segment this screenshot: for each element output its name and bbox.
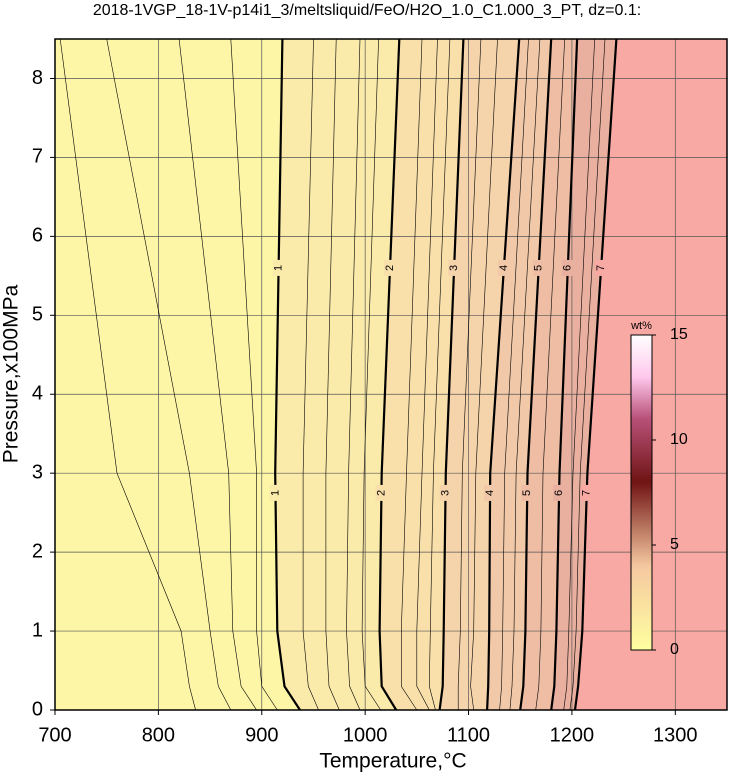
plot-frame [54, 38, 728, 711]
contour-label-bg [532, 259, 545, 276]
x-tick-label: 700 [38, 724, 71, 746]
y-tick-label: 1 [32, 619, 43, 641]
contour-label-bg [484, 484, 497, 501]
minor-contour [563, 38, 595, 711]
minor-contour [535, 38, 565, 711]
contour-label-bg [561, 259, 574, 276]
minor-contour [346, 38, 361, 711]
minor-contour [509, 38, 541, 711]
contour-label-bg [553, 484, 566, 501]
contour-label-bg [439, 484, 452, 501]
contour-label-bg [272, 259, 285, 276]
contour-label-bg [497, 259, 510, 276]
colorbar-tick-label: 15 [670, 326, 688, 343]
major-contour [274, 38, 301, 711]
major-contour [573, 38, 618, 711]
major-contour [378, 38, 401, 711]
minor-contour [416, 38, 438, 711]
major-contour [438, 38, 465, 711]
contour-label-bg [580, 484, 593, 501]
contour-label: 3 [439, 490, 451, 496]
contour-label-bg [521, 484, 534, 501]
y-axis-label: Pressure,x100MPa [0, 284, 23, 463]
minor-contour [499, 38, 529, 711]
x-tick-label: 1100 [447, 724, 490, 746]
contour-label: 4 [498, 265, 510, 271]
major-contour [519, 38, 553, 711]
colorbar [630, 334, 653, 651]
contour-band [551, 39, 617, 710]
y-tick-label: 0 [32, 698, 43, 720]
major-contour [486, 38, 521, 711]
contour-band [487, 39, 552, 710]
major-contour [550, 38, 579, 711]
contour-label-bg [375, 484, 388, 501]
contour-label: 2 [375, 490, 387, 496]
x-tick-label: 1300 [653, 724, 698, 746]
minor-contour [106, 38, 232, 711]
contour-label-bg [595, 259, 608, 276]
minor-contour [325, 38, 340, 711]
colorbar-label: wt% [630, 320, 652, 332]
y-tick-label: 7 [32, 146, 43, 168]
minor-contour [361, 38, 381, 711]
minor-contour [230, 38, 278, 711]
chart-title: 2018-1VGP_18-1V-p14i1_3/meltsliquid/FeO/… [93, 2, 641, 19]
contour-label: 1 [273, 265, 285, 271]
x-axis-label: Temperature,°C [319, 750, 466, 773]
contour-label: 6 [553, 490, 565, 496]
colorbar-tick-label: 0 [670, 641, 679, 658]
contour-label: 6 [562, 265, 574, 271]
contour-band [379, 39, 464, 710]
minor-contour [302, 38, 319, 711]
contour-label: 4 [484, 490, 496, 496]
contour-label-bg [384, 259, 397, 276]
contour-label-bg [448, 259, 461, 276]
minor-contour [428, 38, 451, 711]
contour-label: 1 [269, 490, 281, 496]
contour-label-bg [269, 484, 282, 501]
colorbar-tick-label: 5 [670, 536, 679, 553]
contour-label: 7 [581, 490, 593, 496]
y-tick-label: 6 [32, 225, 43, 247]
colorbar-tick-label: 10 [670, 431, 688, 448]
minor-contour [400, 38, 423, 711]
y-tick-label: 8 [32, 67, 43, 89]
contour-label: 2 [384, 265, 396, 271]
y-tick-label: 2 [32, 540, 43, 562]
contour-label: 7 [595, 265, 607, 271]
y-tick-label: 3 [32, 461, 43, 483]
minor-contour [569, 38, 606, 711]
x-tick-label: 1200 [550, 724, 595, 746]
minor-contour [178, 38, 257, 711]
contour-label: 3 [448, 265, 460, 271]
minor-contour [470, 38, 498, 711]
minor-contour [59, 38, 196, 711]
contour-label: 5 [521, 490, 533, 496]
contour-label: 5 [533, 265, 545, 271]
y-tick-label: 5 [32, 304, 43, 326]
x-tick-label: 800 [142, 724, 175, 746]
x-tick-label: 900 [245, 724, 278, 746]
contour-band [55, 39, 300, 710]
contour-band [520, 39, 578, 710]
y-tick-label: 4 [32, 383, 43, 405]
minor-contour [457, 38, 482, 710]
x-tick-label: 1000 [343, 724, 388, 746]
contour-band [439, 39, 520, 710]
contour-band [275, 39, 400, 710]
